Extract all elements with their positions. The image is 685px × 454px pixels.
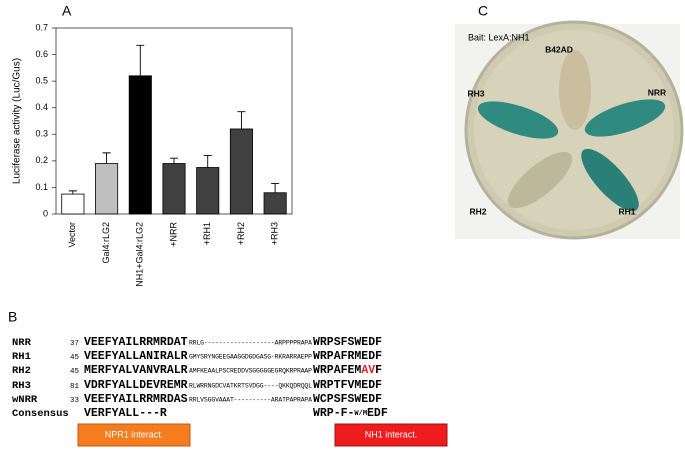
y-tick-label: 0.4 — [35, 102, 48, 112]
seq-part: WRPAFEM — [313, 364, 361, 377]
x-tick-label: +NRR — [168, 222, 178, 247]
panel-label: C — [478, 3, 488, 19]
panel-label: A — [62, 3, 72, 19]
seq: AMFKEAALPSCREDDVSGGGGGEGRQKRPRAAP — [189, 368, 312, 375]
x-tick-label: Vector — [67, 222, 77, 248]
streak-label: RH2 — [469, 206, 486, 216]
seq-name: NRR — [12, 337, 32, 349]
y-tick-label: 0.5 — [35, 76, 48, 86]
streak — [584, 99, 666, 137]
streak-label: RH3 — [467, 88, 484, 98]
bar — [128, 75, 152, 215]
seq: VERFYALL---R — [84, 407, 167, 420]
seq-name: RH3 — [12, 380, 31, 392]
seq-start: 45 — [70, 368, 80, 376]
x-tick-label: NH1+Gal4:rLG2 — [135, 222, 145, 287]
y-tick-label: 0.6 — [35, 49, 48, 59]
streak — [477, 101, 559, 139]
streak — [507, 151, 573, 209]
seq-part: WRP-F- — [313, 407, 354, 420]
seq-start: 37 — [70, 340, 79, 348]
bar — [263, 192, 287, 215]
seq: RLWRRNGDCVATKRTSVDGG----QKKQDRQQL — [189, 383, 312, 390]
domain-label: NPR1 interact. — [105, 429, 164, 439]
alignment: NRR 37 VEEFYAILRRMRDAT RRLG-------------… — [12, 336, 448, 447]
x-tick-label: +RH1 — [202, 222, 212, 245]
bar — [162, 163, 186, 215]
error-bar — [68, 190, 77, 195]
seq-start: 81 — [70, 383, 80, 391]
seq: WRPAFEMAVF — [313, 364, 382, 377]
seq: MERFYALVANVRALR — [84, 364, 188, 377]
seq-name: Consensus — [12, 408, 69, 420]
seq-name: RH1 — [12, 351, 31, 363]
seq: VEEFYAILRRMRDAT — [84, 336, 188, 349]
seq: WRPAFRMEDF — [313, 350, 382, 363]
seq-part: W/M — [354, 410, 367, 418]
seq-part: F — [375, 364, 382, 377]
streak — [581, 148, 639, 212]
seq: GMYSRYNGEEGAAGGDGDGASG-RKRARRAEPP — [189, 354, 312, 361]
seq: RRLG-------------------ARPPPPRAPA — [189, 340, 312, 347]
y-axis-label: Luciferase activity (Luc/Gus) — [12, 58, 23, 184]
seq-highlight: AV — [361, 364, 375, 377]
seq: VEEFYAILRRMRDAS — [84, 393, 188, 406]
y-tick-label: 0.3 — [35, 129, 48, 139]
seq-start: 45 — [70, 354, 80, 362]
seq-name: wNRR — [12, 394, 38, 406]
panel-label: B — [8, 309, 17, 325]
error-bar — [136, 44, 145, 76]
error-bar — [102, 152, 111, 164]
seq: VEEFYALLANIRALR — [84, 350, 188, 363]
domain-label: NH1 interact. — [365, 429, 418, 439]
streak-label: RH1 — [618, 206, 635, 216]
y-tick-label: 0.7 — [35, 22, 48, 32]
seq: RRLVSGGVAAAT----------ARATPAPRAPA — [189, 397, 312, 404]
error-bar — [271, 182, 280, 193]
plate-photo: Bait: LexA:NH1 B42AD NRR RH1 RH2 RH3 — [455, 20, 684, 240]
bar — [61, 193, 85, 215]
seq-start: 33 — [70, 397, 80, 405]
domain-box — [77, 423, 191, 447]
y-tick-label: 0 — [43, 208, 48, 218]
seq-name: RH2 — [12, 365, 31, 377]
x-tick-label: +RH3 — [270, 222, 280, 245]
streak-label: NRR — [648, 87, 666, 97]
error-bar — [170, 157, 178, 164]
x-tick-label: Gal4:rLG2 — [101, 222, 111, 264]
bar — [196, 167, 220, 215]
y-tick-label: 0.2 — [35, 155, 48, 165]
streak-label: B42AD — [545, 44, 573, 54]
seq: VDRFYALLDEVREMR — [84, 379, 188, 392]
seq: WRPSFSWEDF — [313, 336, 382, 349]
bar — [229, 128, 253, 215]
domain-box — [334, 423, 448, 447]
seq: WRP-F-W/MEDF — [313, 407, 388, 420]
streak — [559, 50, 591, 130]
bar — [95, 163, 119, 215]
seq-part: EDF — [367, 407, 388, 420]
error-bar — [203, 155, 212, 168]
error-bar — [237, 111, 246, 129]
plate-label: Bait: LexA:NH1 — [468, 32, 530, 42]
x-tick-label: +RH2 — [236, 222, 246, 245]
seq: WRPTFVMEDF — [313, 379, 382, 392]
seq: WCPSFSWEDF — [313, 393, 382, 406]
y-tick-label: 0.1 — [35, 182, 48, 192]
